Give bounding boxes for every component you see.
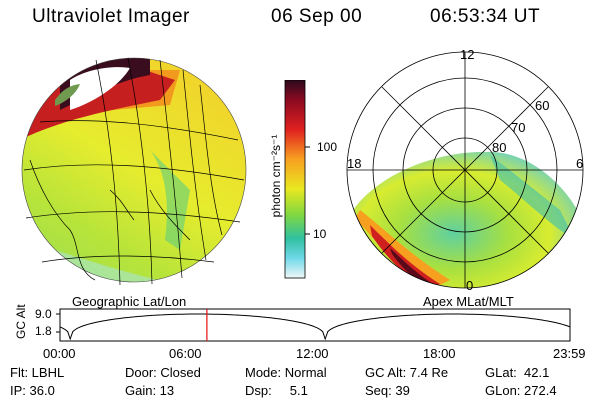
- mlt-label-0: 0: [466, 278, 474, 293]
- orbit-xtick-0000: 00:00: [43, 346, 76, 361]
- mlt-label-12: 12: [460, 47, 475, 62]
- colorbar: [284, 80, 310, 279]
- geographic-panel-label: Geographic Lat/Lon: [72, 294, 187, 309]
- orbit-altitude-plot: [56, 308, 571, 342]
- orbit-altitude-curve: [59, 313, 571, 341]
- orbit-xtick-0600: 06:00: [169, 346, 202, 361]
- info-door: Door: Closed: [125, 365, 201, 380]
- lat-label-70: 70: [511, 120, 526, 135]
- mlt-label-18: 18: [347, 156, 362, 171]
- info-glat: GLat: 42.1: [485, 365, 550, 380]
- info-ip: IP: 36.0: [10, 383, 55, 398]
- colorbar-gradient: [284, 80, 306, 279]
- lat-label-80: 80: [492, 140, 507, 155]
- apex-panel-label: Apex MLat/MLT: [423, 294, 514, 309]
- orbit-xtick-1800: 18:00: [423, 346, 456, 361]
- orbit-ytick-low: 1.8: [35, 324, 52, 338]
- info-dsp: Dsp: 5.1: [245, 383, 308, 398]
- lat-label-60: 60: [535, 98, 550, 113]
- orbit-xtick-2359: 23:59: [553, 346, 586, 361]
- date-label: 06 Sep 00: [271, 6, 363, 27]
- geographic-globe-image: [21, 57, 247, 286]
- orbit-ytick-high: 9.0: [35, 307, 52, 321]
- polar-mlat-mlt-plot: [346, 51, 584, 289]
- time-label: 06:53:34 UT: [430, 6, 541, 27]
- orbit-xtick-1200: 12:00: [296, 346, 329, 361]
- info-mode: Mode: Normal: [245, 365, 327, 380]
- colorbar-label-100: 100: [317, 140, 338, 154]
- orbit-axis-label: GC Alt: [14, 304, 28, 339]
- info-glon: GLon: 272.4: [485, 383, 557, 398]
- colorbar-label-10: 10: [313, 227, 327, 241]
- info-gain: Gain: 13: [125, 383, 175, 398]
- info-seq: Seq: 39: [365, 383, 410, 398]
- info-filter: Flt: LBHL: [10, 365, 65, 380]
- colorbar-unit-label: photon cm⁻²s⁻¹: [269, 134, 283, 218]
- orbit-plot-frame: [59, 308, 571, 342]
- info-gc-alt: GC Alt: 7.4 Re: [365, 365, 449, 380]
- mlt-label-6: 6: [576, 156, 584, 171]
- instrument-title: Ultraviolet Imager: [32, 6, 190, 27]
